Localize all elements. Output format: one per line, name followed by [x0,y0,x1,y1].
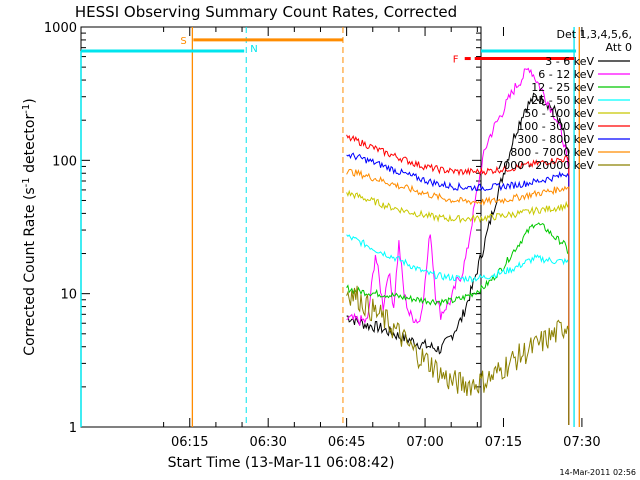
series-line-6 [346,152,570,425]
chart-title: HESSI Observing Summary Count Rates, Cor… [75,3,457,21]
legend-label: 7000 - 20000 keV [496,159,594,172]
plot-area [80,26,482,428]
y-axis-title: Corrected Count Rate (s-1 detector-1) [21,98,38,355]
series-line-0 [346,92,570,425]
legend-label: 6 - 12 keV [538,68,594,81]
series-line-1 [346,67,570,425]
series-line-7 [346,168,570,425]
y-axis: 1 10 100 1000 [44,21,481,436]
x-tick-label: 06:15 [171,435,208,450]
x-tick-label: 06:30 [249,435,286,450]
legend-label: 100 - 300 keV [517,120,594,133]
y-tick-label: 1 [69,421,77,436]
x-tick-label: 06:45 [328,435,365,450]
legend-label: 800 - 7000 keV [510,146,594,159]
x-axis-title: Start Time (13-Mar-11 06:08:42) [168,455,395,471]
legend-header-line-1: Det 1,3,4,5,6, [556,28,632,41]
timestamp: 14-Mar-2011 02:56 [560,468,637,477]
series-line-2 [346,222,570,425]
flare-band-label: F [453,55,459,66]
x-tick-label: 07:30 [563,435,600,450]
y-tick-label: 10 [60,288,77,303]
legend-label: 3 - 6 keV [545,55,594,68]
night-band-label: N [250,44,257,55]
series-line-3 [346,234,570,425]
legend-label: 25 - 50 keV [531,94,594,107]
x-tick-label: 07:00 [406,435,443,450]
series-line-5 [346,134,570,425]
y-tick-label: 100 [52,154,77,169]
legend-label: 300 - 800 keV [517,133,594,146]
series-line-4 [346,189,570,425]
plot-frame [80,26,482,428]
y-tick-label: 1000 [44,21,77,36]
series-lines [346,67,570,425]
state-bands: S N F [81,36,577,66]
saa-band-label: S [180,36,186,47]
legend-label: 50 - 100 keV [524,107,594,120]
series-line-8 [346,285,570,425]
legend-header-line-2: Att 0 [606,41,632,54]
x-tick-label: 07:15 [485,435,522,450]
time-markers [80,27,580,427]
legend-label: 12 - 25 keV [531,81,594,94]
